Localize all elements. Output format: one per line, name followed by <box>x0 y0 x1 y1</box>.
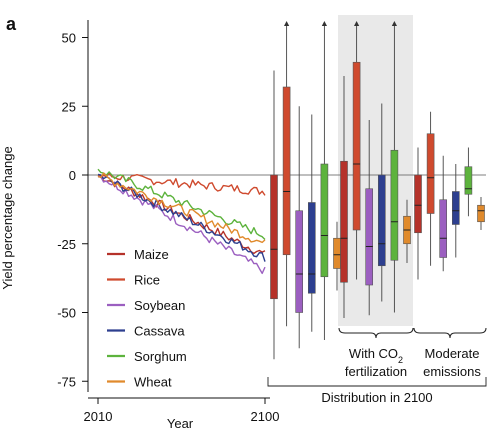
series-line-cassava <box>97 173 266 262</box>
box-wheat <box>333 237 341 269</box>
box-sorghum <box>390 149 399 261</box>
legend-label-cassava: Cassava <box>134 324 185 339</box>
box-soybean <box>365 188 374 286</box>
brace-co2 <box>338 327 414 339</box>
group-label-subscript: 2 <box>398 355 403 365</box>
arrow-sorghum <box>321 21 327 26</box>
y-tick-label: 25 <box>62 99 76 114</box>
legend-label-soybean: Soybean <box>134 298 185 313</box>
distribution-bracket <box>267 377 487 387</box>
box-soybean <box>439 199 448 258</box>
arrow-rice <box>354 21 360 26</box>
legend-label-maize: Maize <box>134 247 169 262</box>
box-sorghum <box>320 163 329 278</box>
box-rice <box>352 61 361 231</box>
y-tick-label: 0 <box>69 168 76 183</box>
y-tick-label: 50 <box>62 31 76 46</box>
box-maize <box>340 160 348 283</box>
y-tick-label: -25 <box>57 237 76 252</box>
arrow-sorghum <box>391 21 397 26</box>
box-sorghum <box>464 166 473 195</box>
series-line-sorghum <box>97 168 266 240</box>
box-rice <box>426 133 435 214</box>
box-wheat <box>477 204 485 223</box>
shaded-region <box>338 15 413 326</box>
group-label-line2: fertilization <box>345 364 407 379</box>
group-label-line2: emissions <box>423 364 481 379</box>
y-axis-label: Yield percentage change <box>0 146 15 289</box>
box-maize <box>414 174 422 234</box>
box-cassava <box>377 174 386 267</box>
brace-moderate <box>413 327 487 339</box>
box-cassava <box>451 191 460 225</box>
arrow-rice <box>284 21 290 26</box>
series-line-wheat <box>97 172 266 244</box>
legend-label-sorghum: Sorghum <box>134 349 187 364</box>
x-axis-label: Year <box>167 416 194 431</box>
group-label-line1: With CO2 <box>349 346 403 365</box>
legend-label-wheat: Wheat <box>134 375 172 390</box>
x-tick-label: 2100 <box>251 409 280 424</box>
box-soybean <box>295 210 304 313</box>
box-rice <box>282 86 291 256</box>
x-tick-label: 2010 <box>84 409 113 424</box>
y-tick-label: -50 <box>57 306 76 321</box>
distribution-label: Distribution in 2100 <box>321 390 432 405</box>
group-label-line1: Moderate <box>425 346 480 361</box>
box-cassava <box>307 202 316 294</box>
legend-label-rice: Rice <box>134 273 160 288</box>
y-tick-label: -75 <box>57 374 76 389</box>
panel-letter: a <box>6 14 17 34</box>
box-maize <box>270 174 278 300</box>
